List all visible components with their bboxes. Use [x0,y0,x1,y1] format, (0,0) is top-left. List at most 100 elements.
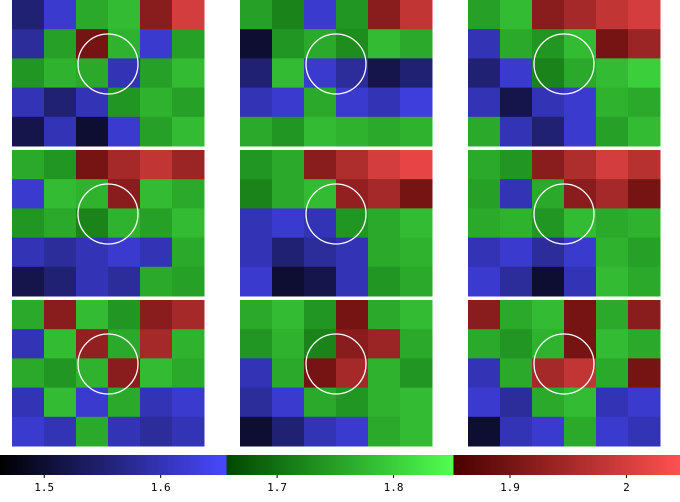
cell [44,329,77,359]
cell [140,237,173,268]
cell [76,116,109,147]
cell [304,266,337,297]
cell [400,358,433,389]
cell [12,179,45,209]
cell [108,387,141,418]
cell [368,116,401,147]
cell [76,208,109,239]
cell [564,58,597,89]
cell [368,237,401,268]
cell [272,416,305,447]
cell [532,116,565,147]
cell [172,416,205,447]
aperture-circle [77,333,139,395]
cell [628,266,661,297]
cell [532,329,565,359]
cell [532,358,565,389]
cell [108,87,141,118]
cell [336,87,369,118]
cell [596,237,629,268]
cell [532,87,565,118]
cell [564,237,597,268]
cell [400,300,433,330]
cell [500,179,533,209]
cell [272,329,305,359]
cell [400,116,433,147]
cell [468,237,501,268]
cell [304,300,337,330]
cell [304,87,337,118]
cell [44,416,77,447]
cell [76,387,109,418]
cell [272,358,305,389]
cell [500,208,533,239]
cell [628,329,661,359]
cell [272,266,305,297]
cell [12,387,45,418]
cell [12,29,45,59]
cell [336,416,369,447]
cell [140,150,173,180]
cell [240,116,273,147]
cell [172,87,205,118]
cell [596,329,629,359]
cell [304,416,337,447]
cell [172,179,205,209]
cell [564,150,597,180]
panel [240,300,433,447]
cell [304,150,337,180]
cell [532,179,565,209]
cell [272,29,305,59]
cell [304,29,337,59]
colorbar-tick-label: 1.5 [34,481,54,494]
cell [108,358,141,389]
cell [172,237,205,268]
cell [500,329,533,359]
cell [468,266,501,297]
cell [172,150,205,180]
cell [304,358,337,389]
cell [272,237,305,268]
cell [108,237,141,268]
cell [12,237,45,268]
cell [596,387,629,418]
cell [368,358,401,389]
cell [44,150,77,180]
cell [368,387,401,418]
cell [400,87,433,118]
cell [468,116,501,147]
cell [468,416,501,447]
cell [400,237,433,268]
cell [564,387,597,418]
cell [240,150,273,180]
cell [140,266,173,297]
cell [368,266,401,297]
cell [564,416,597,447]
cell [532,416,565,447]
cell [76,0,109,30]
cell [564,179,597,209]
cell [532,300,565,330]
cell [628,208,661,239]
cell [500,87,533,118]
cell [108,208,141,239]
panel [468,0,661,147]
cell [532,29,565,59]
cell [140,208,173,239]
cell [44,0,77,30]
cell [140,179,173,209]
cell [12,266,45,297]
cell [12,58,45,89]
cell [304,0,337,30]
cell [564,0,597,30]
cell [108,416,141,447]
cell [596,29,629,59]
cell [500,416,533,447]
cell [628,416,661,447]
cell [596,87,629,118]
aperture-circle [533,33,595,95]
cell [368,29,401,59]
cell [500,266,533,297]
cell [304,179,337,209]
cell [108,179,141,209]
